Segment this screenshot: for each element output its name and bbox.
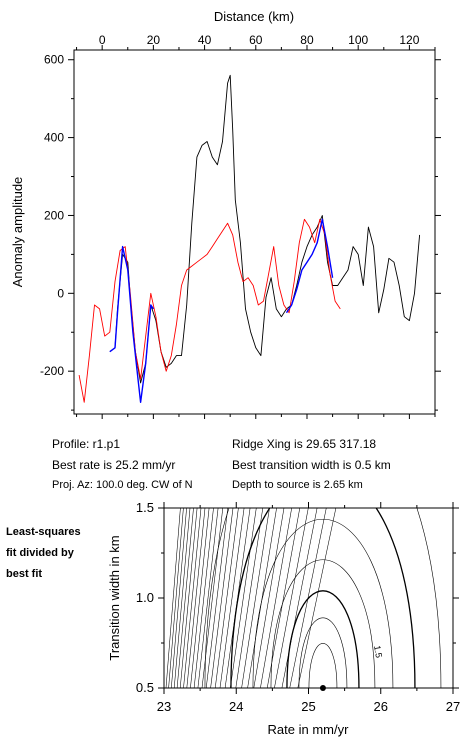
contour-line <box>298 617 348 688</box>
side-caption: Least-squares fit divided by best fit <box>6 522 81 585</box>
x-tick-label: 20 <box>147 33 161 47</box>
rate-tick-label: 25 <box>301 699 315 714</box>
contour-line <box>173 508 191 688</box>
width-tick-label: 0.5 <box>136 680 154 695</box>
contour-line <box>308 643 338 688</box>
side-caption-line: fit divided by <box>6 547 74 559</box>
side-caption-line: best fit <box>6 568 43 580</box>
contour-label: 1.5 <box>372 645 384 659</box>
contour-line <box>252 519 394 688</box>
contour-line <box>281 508 318 688</box>
contour-line <box>186 508 206 688</box>
contour-line <box>230 508 257 688</box>
contour-line <box>193 508 214 688</box>
contour-line <box>235 508 264 688</box>
contour-line <box>190 508 210 688</box>
anomaly-chart: 0 20 40 60 80 100 120 -200 0 200 400 600 Distance (… <box>10 9 441 419</box>
series-line-2 <box>109 245 154 403</box>
contour-line <box>286 590 360 688</box>
y-tick-label: 0 <box>57 286 64 300</box>
x-tick-label: 120 <box>399 33 419 47</box>
x-tick-label: 60 <box>249 33 263 47</box>
contour-line <box>219 508 245 688</box>
best-rate-label: Best rate is 25.2 mm/yr <box>52 458 176 472</box>
side-caption-line: Least-squares <box>6 526 81 538</box>
y-tick-label: 600 <box>44 53 64 67</box>
best-fit-point <box>319 685 326 691</box>
contour-line <box>230 508 416 688</box>
rate-tick-label: 27 <box>446 699 460 714</box>
contour-line <box>289 508 327 688</box>
contour-line <box>274 508 309 688</box>
contour-line <box>197 508 219 688</box>
best-transition-label: Best transition width is 0.5 km <box>232 458 391 472</box>
ridge-xing-label: Ridge Xing is 29.65 317.18 <box>232 437 377 451</box>
contour-line <box>270 559 376 688</box>
contour-line <box>260 508 292 688</box>
y-tick-label: 200 <box>44 208 64 222</box>
width-axis-label: Transition width in km <box>107 535 122 660</box>
series-line-0 <box>109 74 421 384</box>
proj-az-label: Proj. Az: 100.0 deg. CW of N <box>52 479 193 491</box>
misfit-contour-chart: 23 24 25 26 27 0.5 1.0 1.5 1.5 Rate in mm/yr Tr… <box>107 500 460 737</box>
contour-line <box>297 508 337 688</box>
x-tick-label: 100 <box>348 33 368 47</box>
contour-line <box>183 508 202 688</box>
contour-line <box>176 508 194 688</box>
contour-line <box>201 508 224 688</box>
rate-tick-label: 24 <box>229 699 243 714</box>
y-tick-label: 400 <box>44 131 64 145</box>
contour-line <box>210 508 234 688</box>
x-axis-label: Distance (km) <box>214 9 294 24</box>
profile-label: Profile: r1.p1 <box>52 437 121 451</box>
contour-line <box>247 508 277 688</box>
contour-line <box>214 508 239 688</box>
depth-label: Depth to source is 2.65 km <box>232 479 363 491</box>
contour-line <box>168 508 184 688</box>
contour-line <box>253 508 285 688</box>
contour-line <box>171 508 187 688</box>
contour-line <box>179 508 198 688</box>
y-tick-label: -200 <box>40 364 64 378</box>
y-axis-label: Anomaly amplitude <box>10 177 25 288</box>
contour-line <box>241 508 270 688</box>
width-tick-label: 1.0 <box>136 590 154 605</box>
series-line-3 <box>285 218 334 314</box>
width-tick-label: 1.5 <box>136 500 154 515</box>
x-tick-label: 0 <box>99 33 106 47</box>
rate-tick-label: 26 <box>374 699 388 714</box>
contour-line <box>165 508 181 688</box>
rate-tick-label: 23 <box>157 699 171 714</box>
anomaly-chart-frame <box>73 49 436 415</box>
rate-axis-label: Rate in mm/yr <box>268 722 350 737</box>
x-tick-label: 80 <box>300 33 314 47</box>
contour-line <box>205 508 229 688</box>
x-tick-label: 40 <box>198 33 212 47</box>
